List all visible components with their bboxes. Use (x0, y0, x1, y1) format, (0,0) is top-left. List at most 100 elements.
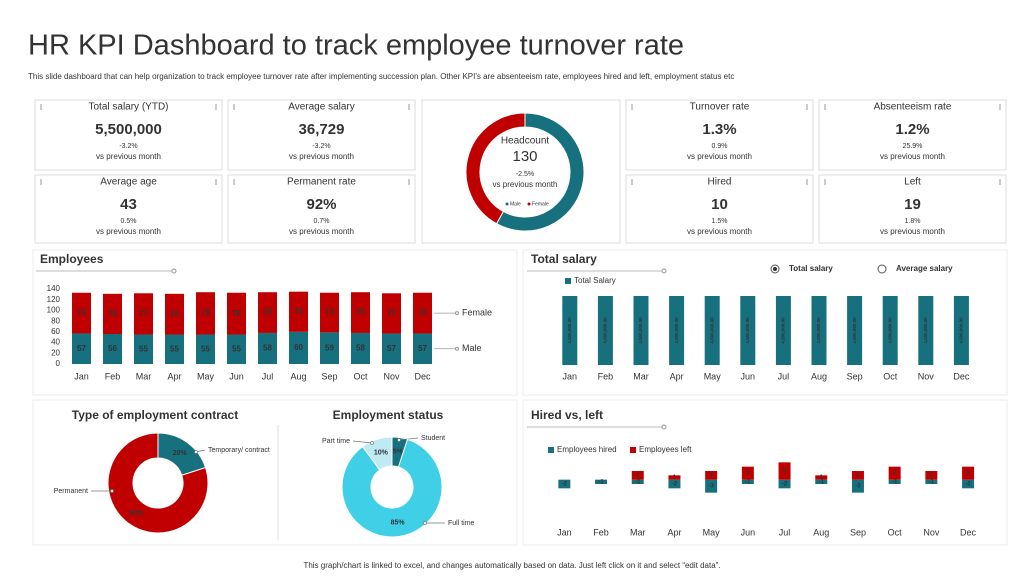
x-tick-label: Feb (598, 371, 614, 381)
legend-label: Female (462, 307, 492, 317)
bar (668, 475, 681, 480)
value-label: 75 (294, 307, 303, 316)
legend-label: Employees left (639, 445, 692, 454)
kpi-value: 92% (306, 196, 336, 213)
x-tick-label: Jan (74, 371, 89, 381)
bar (258, 332, 277, 364)
value-label: 2 (856, 473, 860, 479)
bar (196, 292, 215, 335)
bar (962, 479, 975, 489)
x-tick-label: Apr (667, 527, 681, 537)
kpi-value: 43 (120, 196, 137, 213)
category-label: Student (421, 435, 445, 442)
value-label: -2 (562, 482, 568, 488)
leader-dot (110, 489, 114, 493)
kpi-value: 19 (904, 196, 921, 213)
slice-label: 10% (374, 450, 389, 457)
value-label: 4,500,000.00 (816, 317, 821, 344)
value-label: 55 (232, 344, 241, 353)
kpi-note: vs previous month (289, 227, 354, 236)
page-subtitle: This slide dashboard that can help organ… (28, 72, 734, 81)
kpi-card (34, 99, 223, 171)
value-label: 59 (325, 343, 334, 352)
kpi-label: Hired (708, 177, 732, 188)
x-tick-label: Sep (850, 527, 866, 537)
bar (413, 292, 432, 334)
x-tick-label: Jul (262, 371, 274, 381)
center-change: -2.5% (516, 171, 534, 178)
chart-title: Total salary (531, 252, 597, 266)
bar (705, 471, 718, 480)
value-label: -1 (929, 479, 935, 485)
x-tick-label: Sep (847, 371, 863, 381)
kpi-value: 10 (711, 196, 728, 213)
bar (562, 296, 578, 365)
leader-dot (194, 450, 198, 454)
bar (953, 296, 969, 365)
center-note: vs previous month (493, 180, 558, 189)
bar (134, 293, 153, 335)
value-label: -2 (782, 482, 788, 488)
x-tick-label: Apr (167, 371, 181, 381)
x-tick-label: Mar (630, 527, 646, 537)
chart-title: Employment status (333, 408, 444, 422)
legend-label: Total Salary (574, 276, 616, 285)
x-tick-label: Apr (670, 371, 684, 381)
radio-label: Average salary (896, 264, 953, 273)
kpi-card (818, 174, 1007, 244)
value-label: 4 (783, 469, 787, 475)
x-tick-label: Jun (741, 371, 756, 381)
donut-slice (341, 438, 443, 538)
bar (227, 292, 246, 335)
kpi-change: 1.5% (712, 218, 728, 225)
legend-dot (455, 346, 459, 351)
bar (597, 296, 613, 365)
kpi-change: -3.2% (119, 143, 137, 150)
leader-dot (423, 521, 427, 525)
slice-label: 20% (173, 450, 188, 457)
bar (775, 296, 791, 365)
bar (351, 292, 370, 333)
value-label: 2 (930, 473, 934, 479)
kpi-card (34, 174, 223, 244)
value-label: 79 (201, 308, 210, 317)
bar (631, 471, 644, 480)
value-label: 78 (232, 309, 241, 318)
x-tick-label: Jun (741, 527, 756, 537)
x-tick-label: Nov (383, 371, 400, 381)
value-label: 76 (77, 308, 86, 317)
value-label: 75 (108, 309, 117, 318)
value-label: -2 (672, 482, 678, 488)
chart-title: Headcount (501, 136, 550, 147)
bar (289, 331, 308, 364)
x-tick-label: Mar (136, 371, 152, 381)
y-tick-label: 80 (51, 316, 60, 325)
underline-dot (661, 268, 667, 274)
x-tick-label: Jan (557, 527, 572, 537)
legend-dot (527, 202, 531, 206)
leader-dot (397, 438, 401, 442)
bar (382, 293, 401, 334)
x-tick-label: Aug (811, 371, 827, 381)
value-label: 3 (746, 471, 750, 477)
bar (847, 296, 863, 365)
value-label: 75 (387, 308, 396, 317)
bar (918, 296, 934, 365)
bar (382, 333, 401, 364)
value-label: 56 (108, 344, 117, 353)
y-tick-label: 120 (47, 295, 61, 304)
kpi-change: 0.7% (314, 218, 330, 225)
bar (72, 292, 91, 334)
value-label: 1 (820, 475, 824, 481)
value-label: -3 (855, 484, 861, 490)
value-label: 58 (263, 344, 272, 353)
x-tick-label: Jul (779, 527, 791, 537)
value-label: 55 (170, 344, 179, 353)
x-tick-label: Jul (778, 371, 790, 381)
x-tick-label: Sep (321, 371, 337, 381)
x-tick-label: May (704, 371, 722, 381)
value-label: 76 (418, 308, 427, 317)
category-label: Full time (448, 520, 475, 527)
bar (888, 466, 901, 480)
x-tick-label: Aug (813, 527, 829, 537)
